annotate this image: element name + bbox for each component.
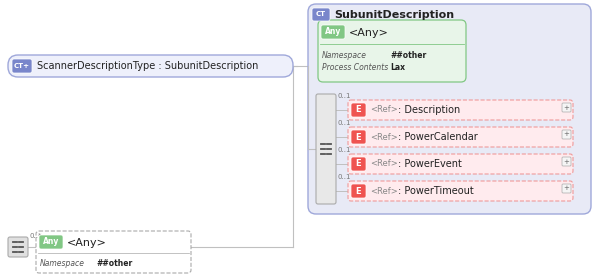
FancyBboxPatch shape: [318, 20, 466, 82]
FancyBboxPatch shape: [8, 55, 293, 77]
Text: SubunitDescription: SubunitDescription: [334, 10, 454, 20]
Text: +: +: [563, 186, 569, 191]
FancyBboxPatch shape: [562, 184, 571, 193]
Text: ScannerDescriptionType : SubunitDescription: ScannerDescriptionType : SubunitDescript…: [37, 61, 259, 71]
Text: <Ref>: <Ref>: [370, 160, 398, 169]
Text: 0..1: 0..1: [338, 174, 352, 180]
Text: E: E: [356, 186, 361, 196]
Text: : Description: : Description: [398, 105, 460, 115]
Text: <Ref>: <Ref>: [370, 133, 398, 141]
Text: CT: CT: [316, 11, 326, 18]
FancyBboxPatch shape: [39, 235, 63, 249]
Text: Lax: Lax: [390, 64, 405, 73]
FancyBboxPatch shape: [348, 100, 573, 120]
FancyBboxPatch shape: [348, 154, 573, 174]
Text: <Ref>: <Ref>: [370, 186, 398, 196]
FancyBboxPatch shape: [351, 157, 366, 171]
FancyBboxPatch shape: [12, 59, 32, 73]
FancyBboxPatch shape: [308, 4, 591, 214]
FancyBboxPatch shape: [562, 130, 571, 139]
FancyBboxPatch shape: [562, 157, 571, 166]
Text: CT+: CT+: [14, 63, 30, 69]
Text: E: E: [356, 105, 361, 114]
FancyBboxPatch shape: [36, 231, 191, 273]
Text: Process Contents: Process Contents: [322, 64, 388, 73]
Text: Namespace: Namespace: [322, 50, 367, 59]
Text: <Any>: <Any>: [67, 238, 107, 248]
FancyBboxPatch shape: [351, 184, 366, 198]
Text: ##other: ##other: [96, 259, 132, 268]
Text: E: E: [356, 160, 361, 169]
Text: 0..*: 0..*: [30, 233, 43, 239]
FancyBboxPatch shape: [562, 103, 571, 112]
FancyBboxPatch shape: [316, 94, 336, 204]
Text: Namespace: Namespace: [40, 259, 85, 268]
Text: 0..1: 0..1: [338, 147, 352, 153]
Text: +: +: [563, 131, 569, 138]
Text: Any: Any: [325, 28, 341, 37]
Text: : PowerCalendar: : PowerCalendar: [398, 132, 478, 142]
FancyBboxPatch shape: [312, 8, 330, 21]
Text: <Ref>: <Ref>: [370, 105, 398, 114]
Text: : PowerEvent: : PowerEvent: [398, 159, 462, 169]
FancyBboxPatch shape: [351, 130, 366, 144]
Text: E: E: [356, 133, 361, 141]
Text: +: +: [563, 158, 569, 165]
Text: Any: Any: [43, 237, 59, 247]
Text: 0..1: 0..1: [338, 93, 352, 99]
Text: ##other: ##other: [390, 50, 426, 59]
Text: <Any>: <Any>: [349, 28, 389, 38]
Text: +: +: [563, 105, 569, 110]
FancyBboxPatch shape: [351, 103, 366, 117]
Text: 0..1: 0..1: [338, 120, 352, 126]
Text: : PowerTimeout: : PowerTimeout: [398, 186, 474, 196]
FancyBboxPatch shape: [321, 25, 345, 39]
FancyBboxPatch shape: [348, 181, 573, 201]
FancyBboxPatch shape: [348, 127, 573, 147]
FancyBboxPatch shape: [8, 237, 28, 257]
